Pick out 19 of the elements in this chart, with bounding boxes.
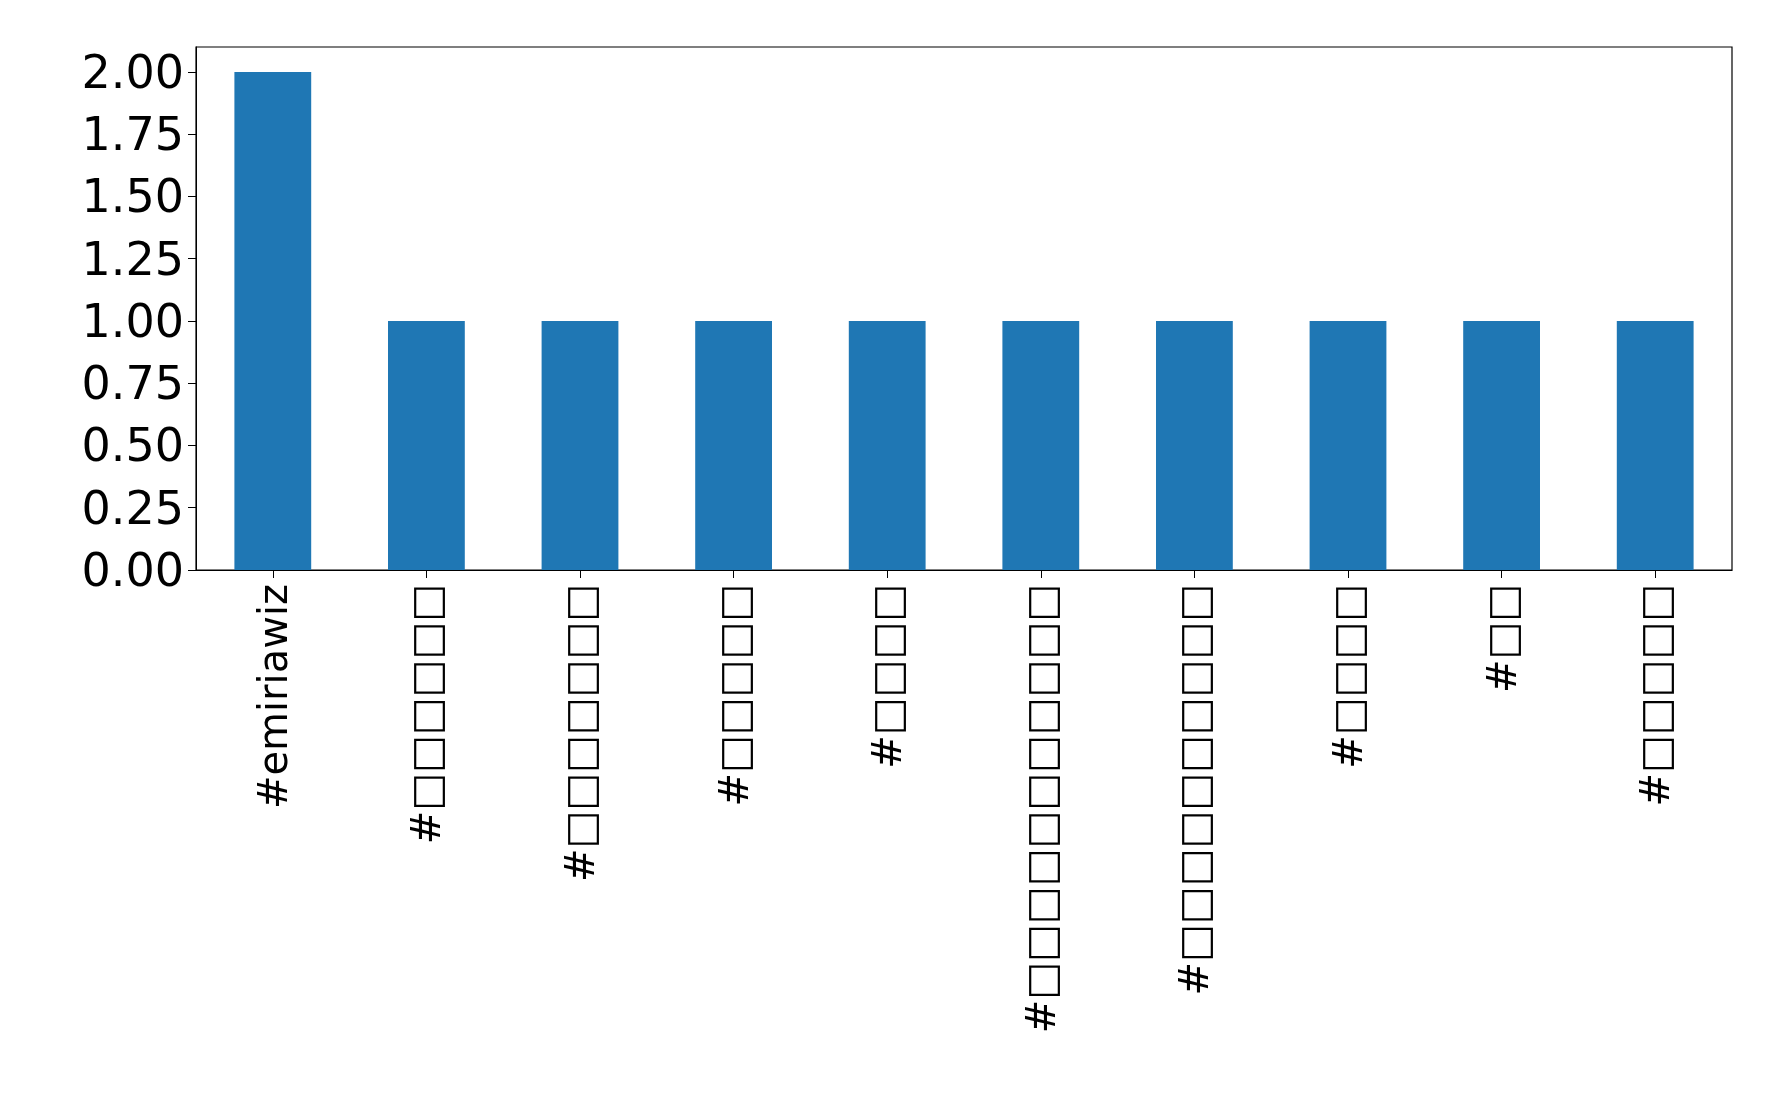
- x-tick-label: #□□□□□□: [403, 584, 450, 845]
- x-tick-label: #□□□□□: [710, 584, 757, 807]
- y-tick-label: 0.50: [81, 418, 184, 473]
- x-tick-label: #□□: [1478, 584, 1525, 694]
- y-tick-label: 0.25: [81, 480, 184, 535]
- x-tick-label: #□□□□: [864, 584, 911, 769]
- x-tick-label: #□□□□□□□□□□: [1171, 584, 1218, 996]
- y-tick-label: 1.00: [81, 293, 184, 348]
- x-tick-label: #emiriawiz: [249, 584, 296, 810]
- y-tick-label: 1.25: [81, 231, 184, 286]
- y-tick-label: 0.00: [81, 543, 184, 597]
- x-tick-label: #□□□□□: [1632, 584, 1679, 807]
- y-tick-label: 1.50: [81, 169, 184, 224]
- y-tick-label: 0.75: [81, 356, 184, 411]
- x-tick-label: #□□□□□□□□□□□: [1017, 584, 1064, 1034]
- x-tick-label: #□□□□: [1325, 584, 1371, 769]
- x-tick-label: #□□□□□□□: [557, 584, 603, 883]
- y-tick-label: 1.75: [81, 107, 184, 162]
- y-tick-label: 2.00: [81, 44, 184, 99]
